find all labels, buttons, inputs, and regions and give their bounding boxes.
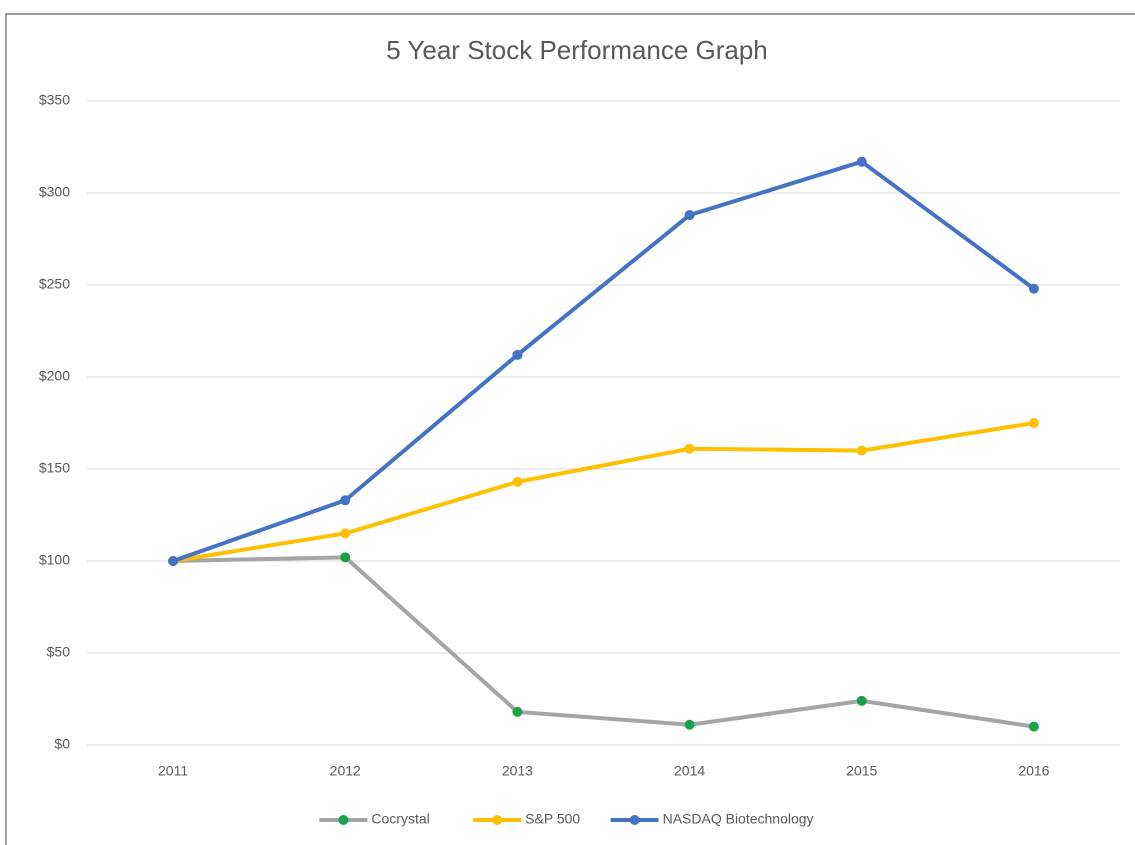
y-tick-label: $250: [39, 276, 70, 292]
y-tick-label: $300: [39, 184, 70, 200]
series-line: [173, 555, 1035, 729]
data-point: [512, 476, 523, 487]
x-tick-label: 2016: [1018, 763, 1049, 779]
data-point: [512, 349, 523, 360]
data-point: [512, 706, 523, 717]
x-tick-label: 2014: [674, 763, 705, 779]
x-tick-label: 2011: [158, 763, 188, 779]
data-point: [684, 719, 695, 730]
y-tick-label: $50: [47, 644, 71, 660]
series-line: [172, 159, 1036, 563]
data-point: [340, 552, 351, 563]
y-tick-label: $100: [39, 552, 70, 568]
y-tick-label: $0: [54, 736, 70, 752]
y-tick-label: $200: [39, 368, 70, 384]
legend-label: NASDAQ Biotechnology: [663, 811, 814, 827]
x-tick-label: 2013: [502, 763, 533, 779]
data-point: [856, 156, 867, 167]
legend-label: Cocrystal: [371, 811, 429, 827]
data-point: [1028, 283, 1039, 294]
series-line: [172, 421, 1035, 563]
data-point: [340, 495, 351, 506]
y-tick-label: $350: [39, 92, 70, 108]
x-tick-label: 2012: [330, 763, 361, 779]
data-point: [684, 443, 695, 454]
x-tick-label: 2015: [846, 763, 877, 779]
legend-marker: [338, 815, 349, 825]
y-tick-label: $150: [39, 460, 70, 476]
legend-label: S&P 500: [525, 811, 580, 827]
data-point: [1028, 418, 1039, 428]
data-point: [856, 445, 867, 456]
chart-frame: [5, 13, 1135, 845]
legend-marker: [629, 815, 640, 825]
data-point: [856, 695, 867, 706]
legend-marker: [492, 815, 503, 825]
data-point: [1028, 721, 1039, 732]
data-point: [168, 556, 179, 566]
data-point: [340, 528, 351, 539]
chart-title: 5 Year Stock Performance Graph: [386, 35, 768, 65]
data-point: [684, 210, 695, 221]
